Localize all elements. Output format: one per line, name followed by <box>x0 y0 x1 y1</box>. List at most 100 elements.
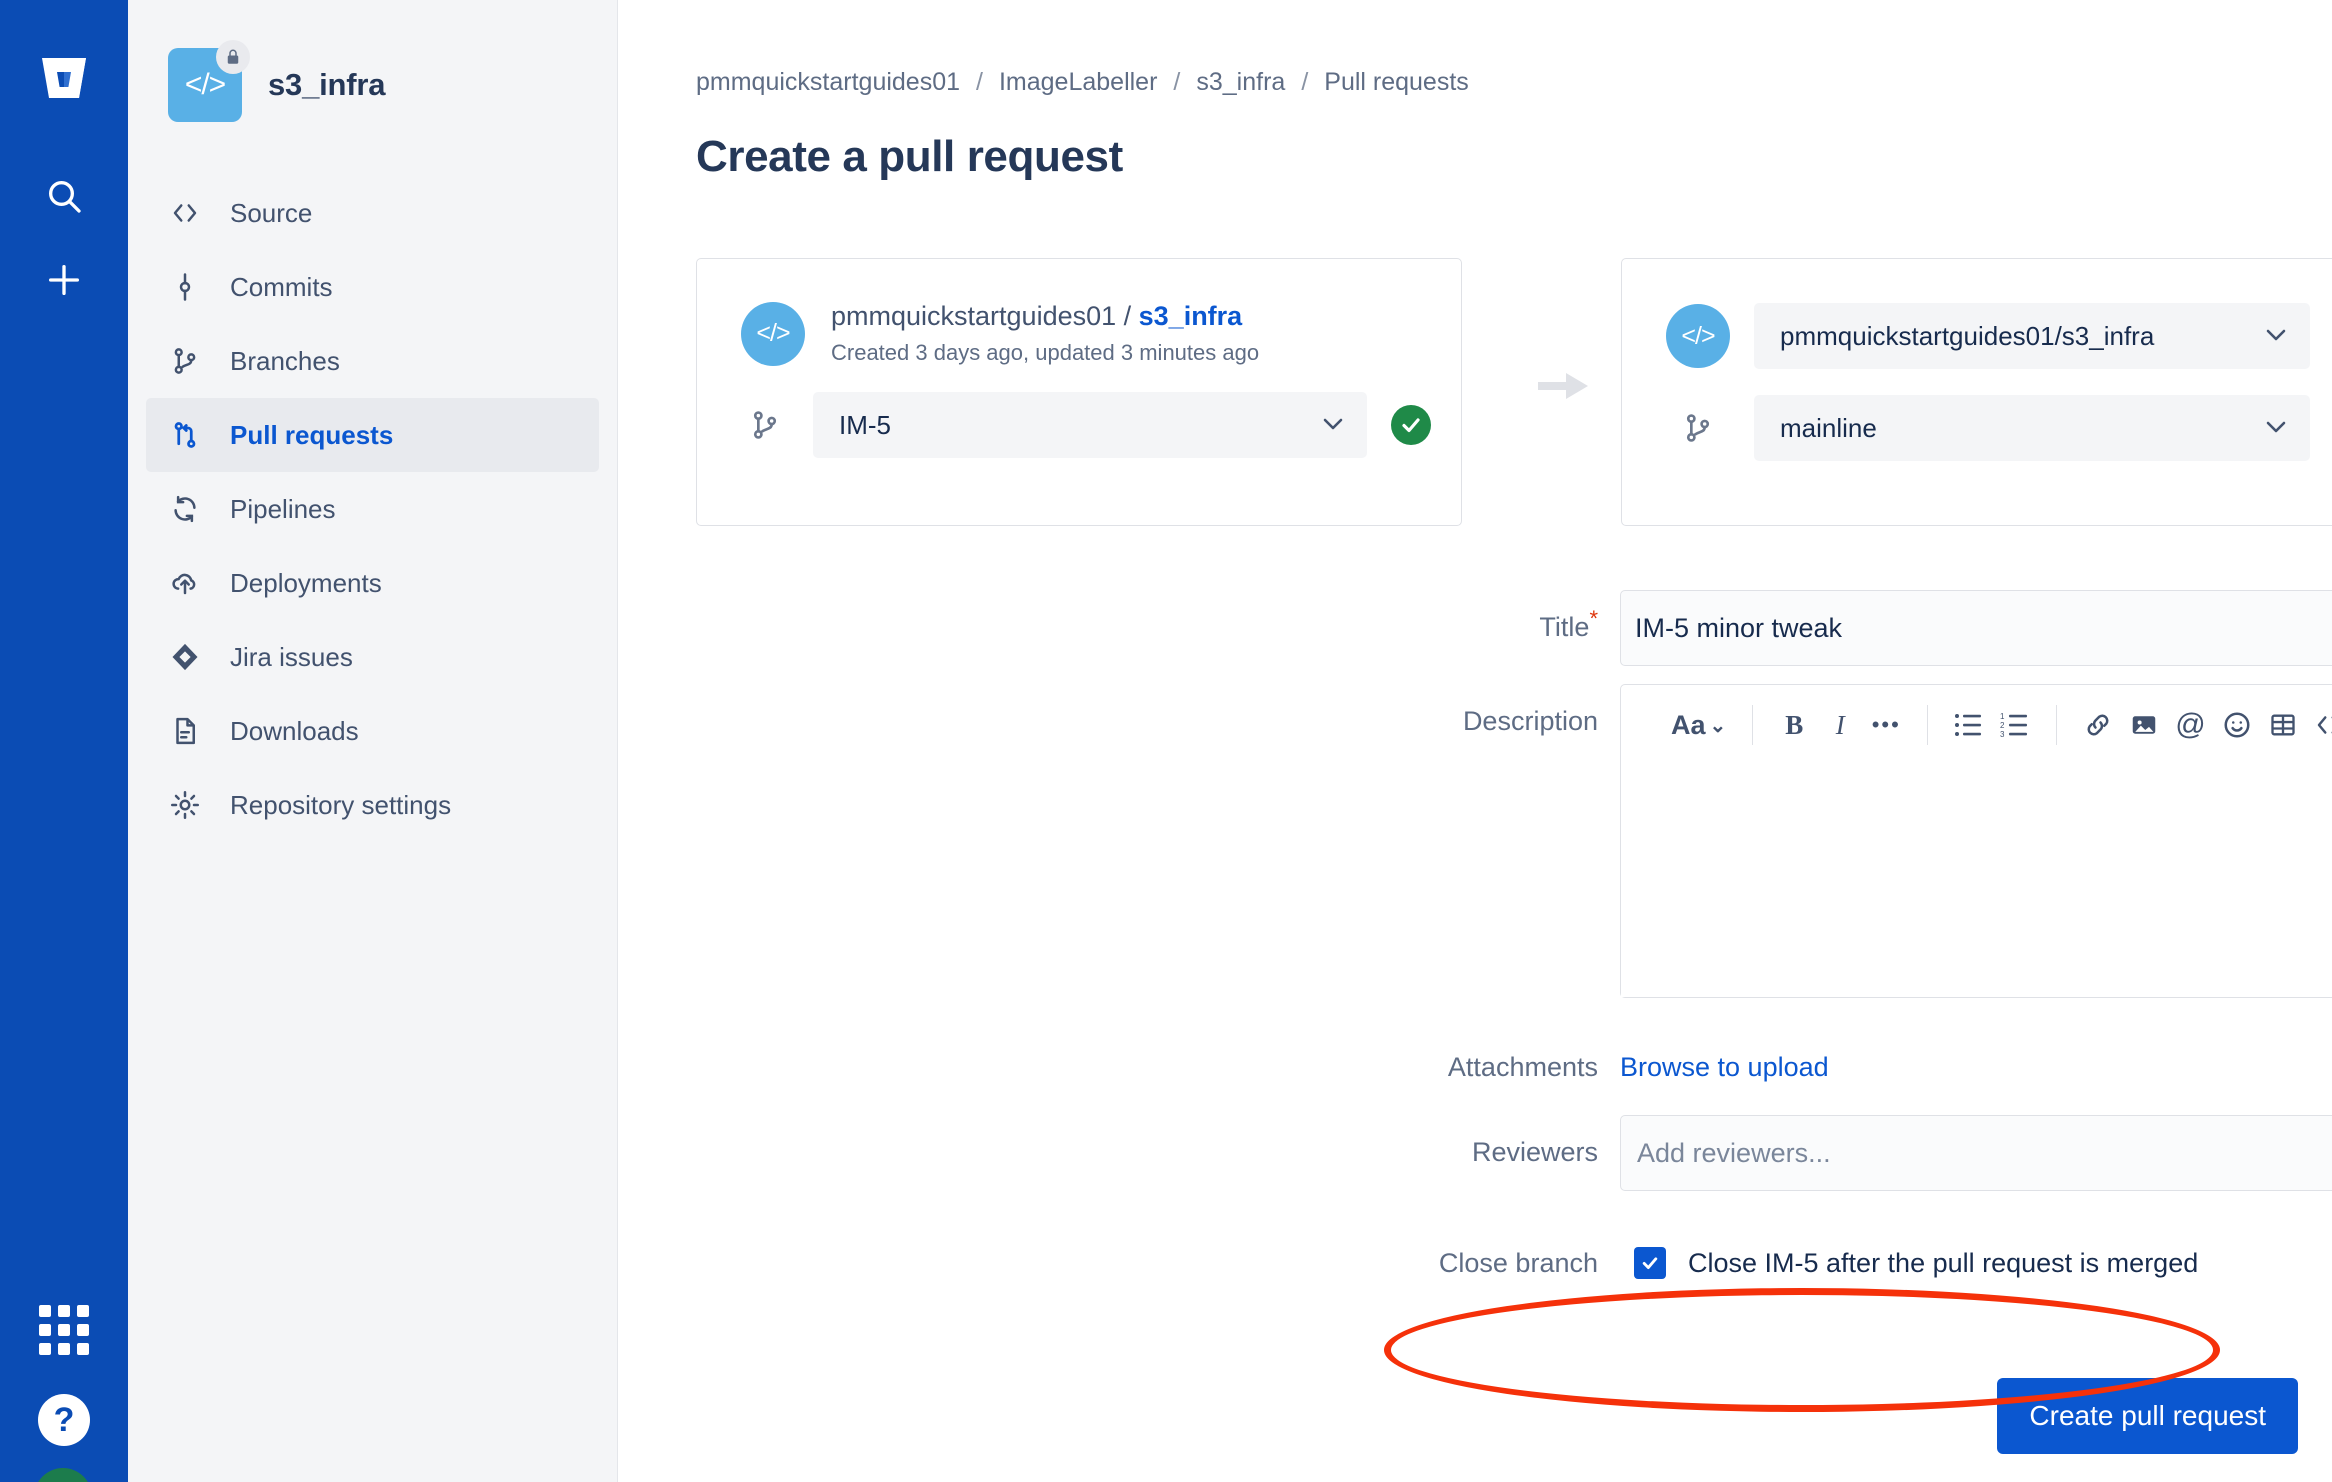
description-editor: Aa ⌄ B I ••• <box>1620 684 2332 998</box>
source-repo-owner: pmmquickstartguides01 / <box>831 301 1139 331</box>
breadcrumb-item-project[interactable]: ImageLabeller <box>998 68 1158 96</box>
source-repo-row: </> pmmquickstartguides01 / s3_infra Cre… <box>697 259 1461 366</box>
attachments-row: Attachments Browse to upload <box>618 1052 2332 1083</box>
emoji-icon[interactable] <box>2214 697 2260 753</box>
close-branch-checkbox-wrap[interactable]: Close IM-5 after the pull request is mer… <box>1620 1247 2198 1279</box>
app-switcher-icon[interactable] <box>34 1300 94 1360</box>
title-input-value: IM-5 minor tweak <box>1635 612 1843 643</box>
bitbucket-logo-icon[interactable] <box>34 48 94 108</box>
italic-button[interactable]: I <box>1835 709 1845 740</box>
app-switcher-grid <box>39 1305 89 1355</box>
branch-icon <box>168 344 202 378</box>
required-asterisk: * <box>1589 606 1598 631</box>
sidebar-item-pull-requests[interactable]: Pull requests <box>146 398 599 472</box>
breadcrumb-item-pull-requests[interactable]: Pull requests <box>1324 68 1469 96</box>
repository-header[interactable]: </> s3_infra <box>128 0 617 122</box>
pull-request-icon <box>168 418 202 452</box>
repository-sidebar: </> s3_infra Source <box>128 0 618 1482</box>
source-branch-select[interactable]: IM-5 <box>813 392 1367 458</box>
create-pull-request-button[interactable]: Create pull request <box>1997 1378 2298 1454</box>
breadcrumb: pmmquickstartguides01 / ImageLabeller / … <box>696 68 1469 97</box>
sidebar-item-label: Pipelines <box>230 493 336 524</box>
title-input[interactable]: IM-5 minor tweak <box>1620 590 2332 666</box>
breadcrumb-separator: / <box>1173 68 1181 96</box>
commit-icon <box>168 270 202 304</box>
source-repo-link[interactable]: s3_infra <box>1138 301 1243 331</box>
sidebar-item-repository-settings[interactable]: Repository settings <box>146 768 599 842</box>
sidebar-item-jira-issues[interactable]: Jira issues <box>146 620 599 694</box>
plus-icon[interactable] <box>34 250 94 310</box>
source-branch-row: IM-5 <box>697 366 1461 458</box>
bold-button[interactable]: B <box>1785 709 1804 740</box>
numbered-list-icon[interactable]: 1 2 3 <box>1992 697 2038 753</box>
destination-branch-panel: </> pmmquickstartguides01/s3_infra <box>1621 258 2332 526</box>
svg-text:3: 3 <box>2000 730 2005 738</box>
svg-text:1: 1 <box>2000 712 2005 721</box>
search-icon[interactable] <box>34 166 94 226</box>
title-label: Title* <box>618 590 1620 643</box>
sidebar-item-label: Branches <box>230 345 340 376</box>
help-circle-icon[interactable]: ? <box>34 1390 94 1450</box>
pull-request-form: Title* IM-5 minor tweak <box>618 590 2332 1279</box>
source-branch-value: IM-5 <box>839 409 891 440</box>
code-brackets-icon: </> <box>1666 304 1730 368</box>
description-textarea[interactable] <box>1621 765 2332 997</box>
chevron-down-icon <box>1321 411 1345 439</box>
more-formatting-button[interactable]: ••• <box>1871 712 1901 737</box>
sidebar-item-label: Repository settings <box>230 789 452 820</box>
breadcrumb-item-workspace[interactable]: pmmquickstartguides01 <box>696 68 961 96</box>
code-brackets-icon: </> <box>741 301 805 366</box>
close-branch-row: Close branch Close IM-5 after the pull r… <box>618 1247 2332 1279</box>
mention-icon[interactable]: @ <box>2175 708 2206 741</box>
sidebar-item-label: Pull requests <box>230 419 394 450</box>
text-style-label: Aa <box>1671 709 1706 740</box>
lock-icon <box>216 40 250 74</box>
link-icon[interactable] <box>2075 697 2121 753</box>
source-branch-panel: </> pmmquickstartguides01 / s3_infra Cre… <box>696 258 1462 526</box>
source-repo-info: pmmquickstartguides01 / s3_infra Created… <box>831 301 1259 366</box>
browse-to-upload-link[interactable]: Browse to upload <box>1620 1052 1829 1082</box>
image-icon[interactable] <box>2121 697 2167 753</box>
page-title: Create a pull request <box>696 132 1123 181</box>
bullet-list-icon[interactable] <box>1946 697 1992 753</box>
title-field-row: Title* IM-5 minor tweak <box>618 590 2332 666</box>
sidebar-item-branches[interactable]: Branches <box>146 324 599 398</box>
user-avatar[interactable] <box>34 1468 92 1482</box>
title-label-text: Title <box>1539 612 1590 642</box>
breadcrumb-separator: / <box>976 68 983 96</box>
document-icon <box>168 714 202 748</box>
code-brackets-icon <box>168 196 202 230</box>
arrow-right-icon <box>1536 366 1592 406</box>
reviewers-input[interactable]: Add reviewers... <box>1620 1115 2332 1191</box>
attachments-label: Attachments <box>1447 1052 1598 1082</box>
branch-icon <box>741 401 789 449</box>
close-branch-checkbox[interactable] <box>1634 1247 1666 1279</box>
repository-nav: Source Commits Branche <box>128 176 617 842</box>
sidebar-item-pipelines[interactable]: Pipelines <box>146 472 599 546</box>
source-repo-subtitle: Created 3 days ago, updated 3 minutes ag… <box>831 340 1260 365</box>
destination-repo-value: pmmquickstartguides01/s3_infra <box>1780 320 2155 351</box>
help-glyph: ? <box>38 1394 90 1446</box>
sidebar-item-commits[interactable]: Commits <box>146 250 599 324</box>
toolbar-divider <box>1927 705 1929 745</box>
sidebar-item-downloads[interactable]: Downloads <box>146 694 599 768</box>
destination-repo-select[interactable]: pmmquickstartguides01/s3_infra <box>1754 303 2310 369</box>
toolbar-divider <box>2056 705 2058 745</box>
breadcrumb-separator: / <box>1301 68 1309 96</box>
destination-repo-row: </> pmmquickstartguides01/s3_infra <box>1622 259 2332 369</box>
code-icon[interactable] <box>2306 697 2332 753</box>
toolbar-divider <box>1752 705 1754 745</box>
breadcrumb-item-repository[interactable]: s3_infra <box>1196 68 1286 96</box>
table-icon[interactable] <box>2260 697 2306 753</box>
sidebar-item-deployments[interactable]: Deployments <box>146 546 599 620</box>
check-circle-icon <box>1391 405 1431 445</box>
sidebar-item-label: Source <box>230 197 313 228</box>
description-label: Description <box>1462 706 1598 736</box>
sidebar-item-source[interactable]: Source <box>146 176 599 250</box>
svg-text:2: 2 <box>2000 721 2005 730</box>
text-style-button[interactable]: Aa ⌄ <box>1663 697 1734 753</box>
destination-branch-select[interactable]: mainline <box>1754 395 2310 461</box>
chevron-down-icon: ⌄ <box>1709 714 1727 737</box>
reviewers-label: Reviewers <box>1471 1137 1598 1167</box>
code-brackets-icon: </> <box>184 68 226 101</box>
